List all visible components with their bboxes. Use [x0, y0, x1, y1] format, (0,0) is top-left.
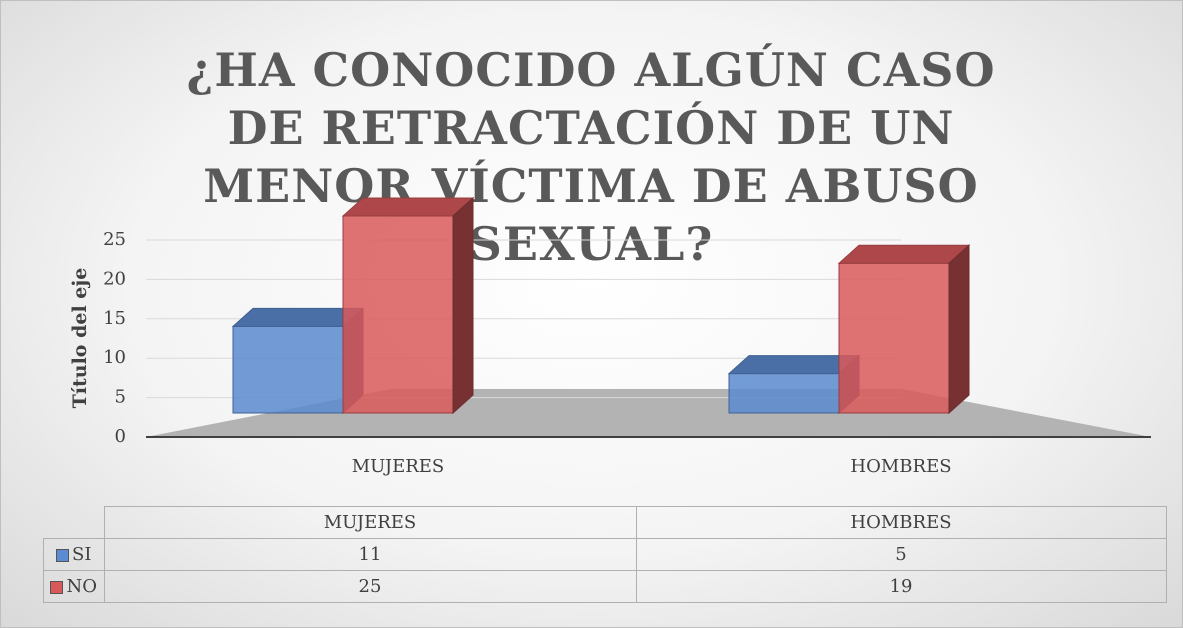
table-cell: 11 [103, 538, 637, 571]
data-table: MUJERES HOMBRES SI 11 5 NO 25 19 [43, 506, 1167, 603]
bar-side [452, 196, 474, 415]
bar-top [837, 244, 971, 264]
legend-swatch [56, 548, 70, 562]
table-header: MUJERES [103, 506, 637, 539]
y-tick-label: 10 [103, 347, 126, 368]
y-axis-label: Título del eje [69, 268, 91, 409]
bar [342, 215, 454, 414]
table-cell: 19 [635, 570, 1167, 603]
table-cell: 5 [635, 538, 1167, 571]
bar-top [341, 197, 475, 217]
y-tick-label: 15 [103, 308, 126, 329]
bar [232, 325, 344, 414]
y-tick-label: 25 [103, 229, 126, 250]
y-tick-label: 0 [115, 426, 126, 447]
y-tick-label: 20 [103, 268, 126, 289]
table-cell: 25 [103, 570, 637, 603]
bar-side [948, 244, 970, 415]
legend-label: SI [72, 544, 92, 565]
x-tick-label: MUJERES [352, 456, 445, 477]
table-header: HOMBRES [635, 506, 1167, 539]
y-tick-label: 5 [115, 387, 126, 408]
legend-swatch [50, 580, 64, 594]
plot: 0 5 10 15 20 25 Título del eje MUJERES HOMBRES [69, 196, 1151, 477]
chart-title: ¿HA CONOCIDO ALGÚN CASO DE RETRACTACIÓN … [186, 43, 996, 271]
x-tick-label: HOMBRES [850, 456, 951, 477]
legend-label: NO [66, 576, 97, 597]
bar [838, 262, 950, 414]
bar [728, 373, 840, 414]
